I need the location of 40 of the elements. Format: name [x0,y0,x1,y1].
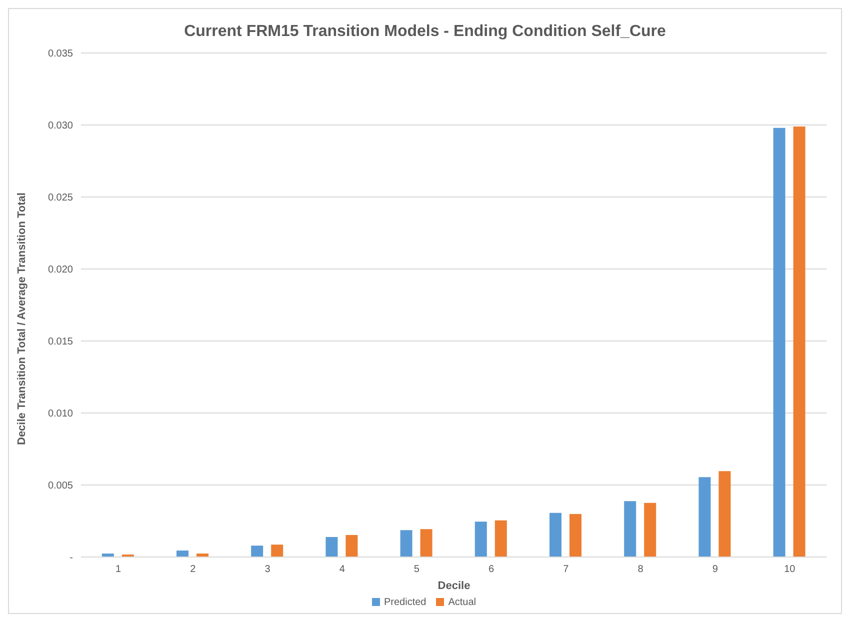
bar [773,128,786,557]
y-tick-label: 0.035 [48,48,74,60]
y-tick-label: 0.010 [48,408,74,420]
legend-label: Predicted [384,597,426,608]
y-axis-title: Decile Transition Total / Average Transition Total [16,192,28,445]
legend-label: Actual [448,597,476,608]
y-tick-label: 0.005 [48,480,74,492]
bar [698,477,711,557]
x-tick-label: 4 [339,564,346,576]
bar [569,514,582,557]
bar [346,534,358,557]
bar [644,502,656,557]
x-tick-label: 9 [712,564,718,576]
x-tick-label: 6 [488,564,495,576]
x-tick-label: 3 [264,564,271,576]
bar [251,546,264,557]
y-tick-label: 0.015 [48,336,74,348]
x-tick-label: 5 [414,564,420,576]
y-tick-label: 0.025 [48,192,74,204]
x-tick-label: 7 [563,564,570,576]
bar [271,544,284,557]
x-tick-label: 8 [638,564,644,576]
x-tick-label: 1 [116,564,122,576]
bar [474,522,487,557]
y-tick-label: - [70,552,73,564]
bar [326,536,338,557]
bar [176,550,188,557]
bar [549,512,562,557]
chart-title: Current FRM15 Transition Models - Ending Condition Self_Cure [183,23,667,41]
x-tick-label: 10 [784,564,796,576]
bar [718,471,731,557]
x-tick-label: 2 [190,564,196,576]
x-axis-title: Decile [438,580,470,592]
bar [400,530,412,557]
y-tick-label: 0.030 [48,120,74,132]
bar [624,501,636,557]
bar [494,520,507,557]
bar [420,529,432,557]
y-tick-label: 0.020 [48,264,74,276]
bar [793,126,806,557]
